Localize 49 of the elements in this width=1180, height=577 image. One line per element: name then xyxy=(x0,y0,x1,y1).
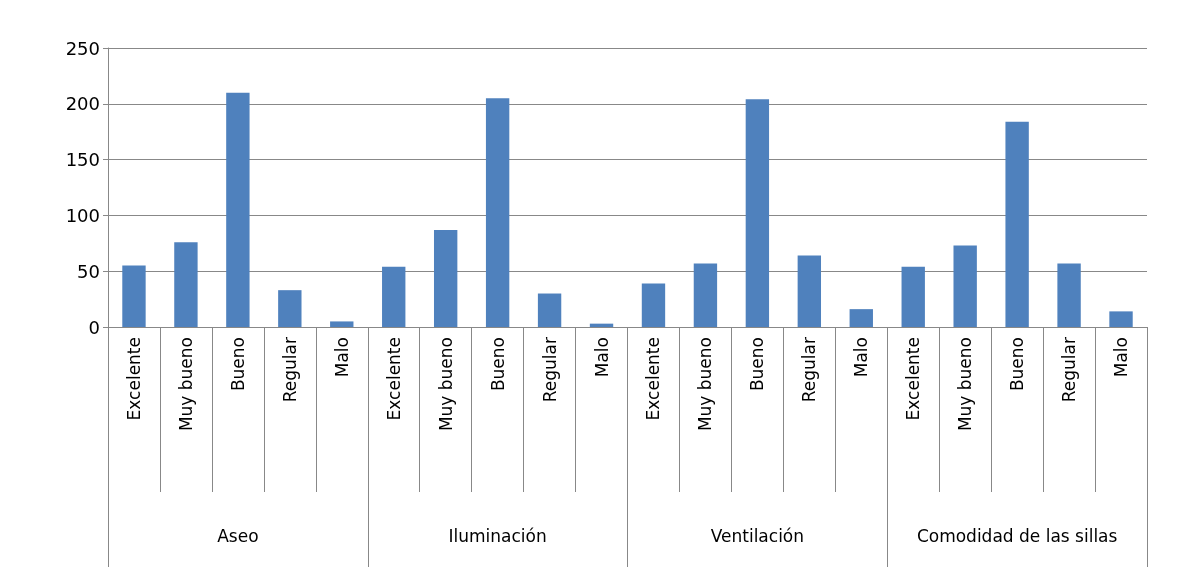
x-tick-label: Malo xyxy=(331,337,352,378)
bar xyxy=(330,321,354,327)
y-tick-label: 0 xyxy=(88,316,100,338)
bar xyxy=(1005,121,1029,327)
y-tick-label: 200 xyxy=(65,93,100,115)
x-tick-label: Excelente xyxy=(903,337,924,421)
text: Comodidad de las sillas xyxy=(916,525,1118,546)
bar xyxy=(901,266,925,327)
bar xyxy=(122,265,146,327)
y-tick-label: 250 xyxy=(65,37,100,59)
bar xyxy=(797,255,822,327)
text: Ventilación xyxy=(710,525,805,546)
y-tick-label: 150 xyxy=(65,149,100,171)
bar xyxy=(382,266,406,327)
x-tick-label: Muy bueno xyxy=(955,337,976,432)
x-tick-label: Excelente xyxy=(123,337,144,421)
y-tick-label: 100 xyxy=(65,204,100,226)
x-tick-label: Malo xyxy=(851,337,872,378)
x-tick-label: Muy bueno xyxy=(695,337,716,432)
x-tick-label: Bueno xyxy=(487,337,508,392)
bar xyxy=(433,229,458,327)
x-tick-label: Regular xyxy=(539,336,560,403)
bar xyxy=(1057,263,1081,327)
x-tick-label: Excelente xyxy=(643,337,664,421)
bar xyxy=(1109,311,1133,327)
x-tick-label: Regular xyxy=(1059,336,1080,403)
x-tick-label: Malo xyxy=(591,337,612,378)
bar xyxy=(278,290,302,327)
bar xyxy=(745,99,770,327)
x-tick-label: Regular xyxy=(799,336,820,403)
x-tick-label: Malo xyxy=(1111,337,1132,378)
bar xyxy=(693,263,718,327)
text: Iluminación xyxy=(448,525,547,546)
x-tick-label: Bueno xyxy=(1007,337,1028,392)
bar xyxy=(174,242,198,327)
x-tick-label: Regular xyxy=(279,336,300,403)
x-tick-label: Muy bueno xyxy=(435,337,456,432)
bar xyxy=(537,293,562,327)
bar xyxy=(485,98,510,327)
x-tick-label: Bueno xyxy=(227,337,248,392)
bar xyxy=(641,283,666,327)
text: Aseo xyxy=(217,525,259,546)
y-tick-label: 50 xyxy=(77,260,100,282)
bar xyxy=(849,309,873,327)
x-tick-label: Bueno xyxy=(747,337,768,392)
bar xyxy=(226,92,250,327)
bar xyxy=(953,245,977,327)
x-tick-label: Muy bueno xyxy=(175,337,196,432)
x-tick-label: Excelente xyxy=(383,337,404,421)
